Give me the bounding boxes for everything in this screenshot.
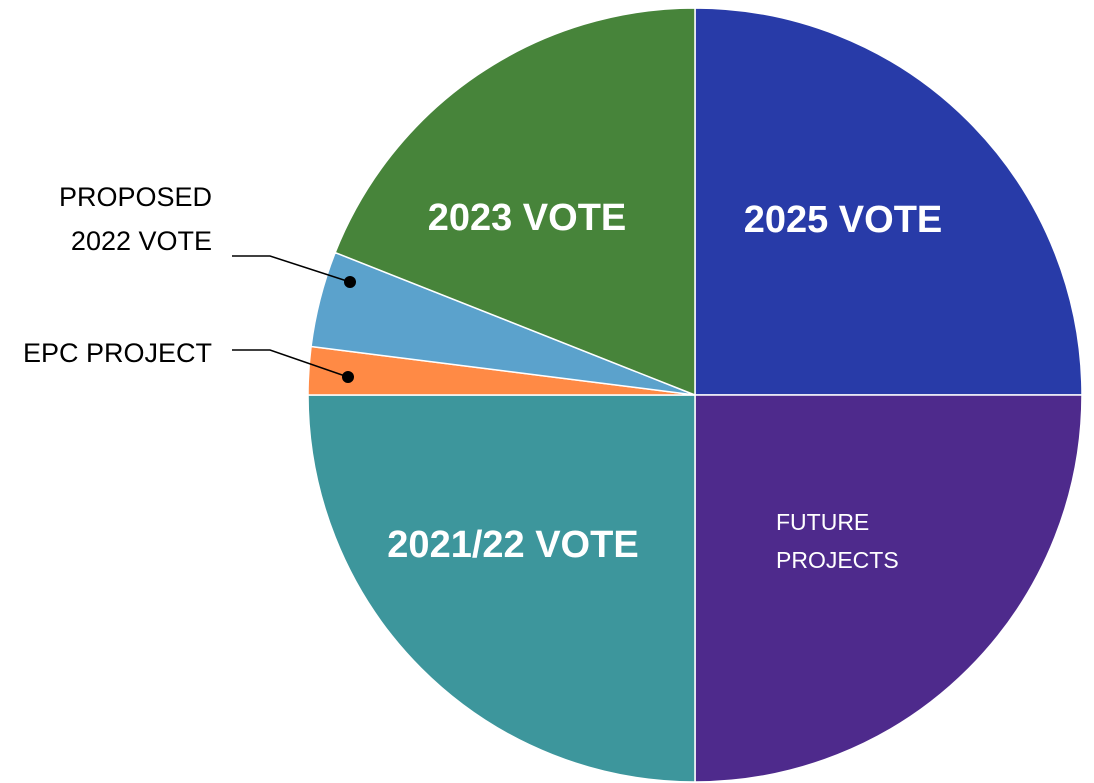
leader-dot-epc-project [342,371,354,383]
leader-line-proposed-2022-vote [232,255,351,283]
pie-slices [307,7,1083,783]
pie-slice-2021-22-vote [307,394,696,783]
slice-label-proposed-2022-vote: PROPOSED 2022 VOTE [59,182,212,256]
slice-label-future-projects: FUTURE PROJECTS [776,509,899,573]
slice-label-epc-project: EPC PROJECT [23,338,212,368]
leader-line-epc-project [232,349,349,378]
slice-label-2021-22-vote: 2021/22 VOTE [387,524,638,566]
pie-slice-future-projects [694,394,1083,783]
pie-slice-2025-vote [694,7,1083,396]
leader-dot-proposed-2022-vote [344,276,356,288]
slice-label-2023-vote: 2023 VOTE [428,197,627,239]
pie-labels: 2025 VOTE FUTURE PROJECTS 2021/22 VOTE EPC P… [23,182,942,573]
slice-label-2025-vote: 2025 VOTE [744,199,943,241]
pie-slice-2023-vote [334,7,696,397]
